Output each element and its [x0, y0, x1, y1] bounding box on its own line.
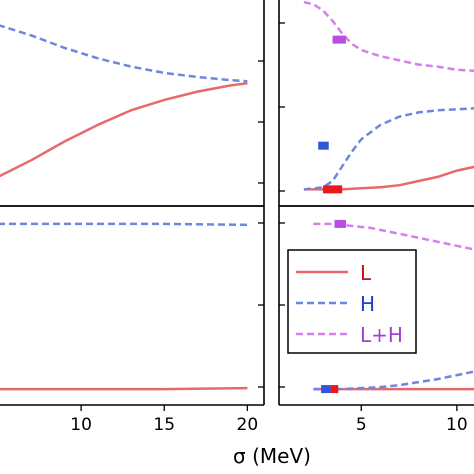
series-line-h	[303, 107, 474, 191]
marker-h	[318, 141, 329, 150]
legend-label-lh: L+H	[360, 323, 403, 347]
panel-top-right	[278, 0, 474, 207]
series-line-h	[313, 370, 474, 391]
panel-bottom-right: 5 10	[278, 205, 474, 435]
x-tick-label: 10	[70, 415, 92, 435]
marker-l	[322, 185, 343, 194]
series-line-h	[0, 222, 248, 227]
panel-top-left	[0, 0, 265, 207]
x-tick-label: 15	[153, 415, 175, 435]
marker-lh	[332, 35, 346, 44]
marker-lh	[334, 219, 346, 228]
legend-label-l: L	[360, 261, 372, 285]
legend-label-h: H	[360, 292, 375, 316]
x-axis-label: σ (MeV)	[233, 444, 311, 468]
series-line-lh	[303, 0, 474, 72]
marker-l	[330, 385, 339, 394]
x-tick-label: 5	[356, 415, 367, 435]
series-line-h	[0, 24, 248, 83]
legend: L H L+H	[287, 249, 417, 354]
series-line-l	[0, 386, 248, 391]
marker-h	[321, 385, 331, 394]
x-tick-label: 10	[446, 415, 468, 435]
legend-frame	[287, 249, 417, 354]
series-line-l	[0, 82, 248, 178]
x-tick-label: 20	[237, 415, 259, 435]
panel-bottom-left: 10 15 20	[0, 205, 265, 435]
